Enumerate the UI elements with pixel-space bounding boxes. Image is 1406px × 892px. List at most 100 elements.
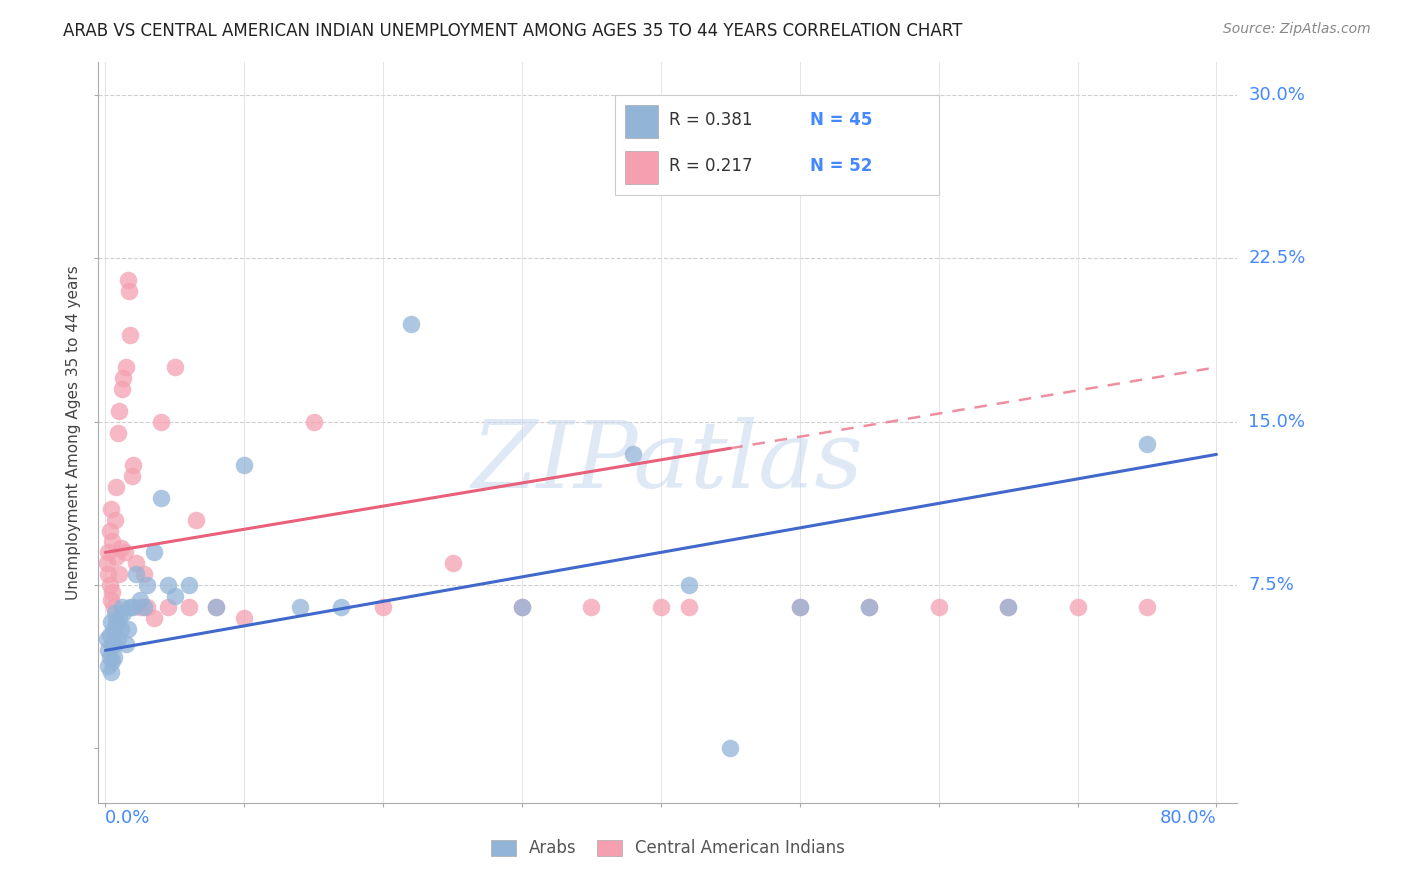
Point bbox=[111, 599, 134, 614]
Point bbox=[441, 556, 464, 570]
Point bbox=[98, 524, 121, 538]
Point bbox=[1136, 436, 1159, 450]
Point bbox=[184, 513, 207, 527]
Point bbox=[97, 545, 120, 559]
Point bbox=[103, 622, 125, 636]
Point bbox=[288, 599, 311, 614]
Point bbox=[928, 599, 950, 614]
Point bbox=[621, 447, 644, 461]
Point bbox=[371, 599, 394, 614]
Text: N = 52: N = 52 bbox=[810, 158, 872, 176]
Point bbox=[678, 578, 700, 592]
Point bbox=[97, 658, 120, 673]
Text: R = 0.217: R = 0.217 bbox=[669, 158, 754, 176]
Point bbox=[125, 556, 148, 570]
Point bbox=[110, 541, 132, 555]
Point bbox=[177, 578, 200, 592]
Point bbox=[997, 599, 1019, 614]
Point bbox=[143, 611, 166, 625]
Point bbox=[718, 741, 741, 756]
Point bbox=[789, 599, 811, 614]
Point bbox=[117, 273, 139, 287]
Point bbox=[100, 501, 122, 516]
Point bbox=[233, 611, 256, 625]
Point bbox=[101, 534, 124, 549]
Point bbox=[117, 622, 139, 636]
Point bbox=[111, 382, 134, 396]
Point bbox=[96, 632, 118, 647]
Text: 22.5%: 22.5% bbox=[1249, 250, 1306, 268]
Point bbox=[98, 649, 121, 664]
Point bbox=[112, 371, 135, 385]
Point bbox=[1066, 599, 1088, 614]
Point bbox=[101, 654, 124, 668]
Point bbox=[125, 567, 148, 582]
Text: 0.0%: 0.0% bbox=[105, 809, 150, 828]
Point bbox=[650, 599, 672, 614]
Point bbox=[858, 599, 880, 614]
Point bbox=[101, 637, 124, 651]
Point bbox=[163, 360, 186, 375]
Point bbox=[1136, 599, 1159, 614]
Point bbox=[129, 599, 152, 614]
Point bbox=[122, 458, 145, 473]
Point bbox=[97, 567, 120, 582]
Text: ARAB VS CENTRAL AMERICAN INDIAN UNEMPLOYMENT AMONG AGES 35 TO 44 YEARS CORRELATI: ARAB VS CENTRAL AMERICAN INDIAN UNEMPLOY… bbox=[63, 22, 963, 40]
Point bbox=[112, 607, 135, 621]
Point bbox=[104, 607, 127, 621]
Point bbox=[120, 327, 142, 342]
Point bbox=[107, 632, 129, 647]
Point bbox=[858, 599, 880, 614]
Text: 30.0%: 30.0% bbox=[1249, 87, 1305, 104]
Point bbox=[105, 480, 128, 494]
Point bbox=[330, 599, 353, 614]
Point bbox=[136, 578, 159, 592]
Point bbox=[120, 599, 142, 614]
Point bbox=[101, 584, 124, 599]
Point bbox=[103, 599, 125, 614]
Point bbox=[96, 556, 118, 570]
Y-axis label: Unemployment Among Ages 35 to 44 years: Unemployment Among Ages 35 to 44 years bbox=[66, 265, 82, 600]
Point bbox=[399, 317, 422, 331]
Point bbox=[129, 593, 152, 607]
Point bbox=[205, 599, 228, 614]
Text: ZIPatlas: ZIPatlas bbox=[472, 417, 863, 508]
Text: 7.5%: 7.5% bbox=[1249, 576, 1295, 594]
Point bbox=[134, 567, 156, 582]
Point bbox=[98, 578, 121, 592]
Point bbox=[108, 567, 131, 582]
Point bbox=[97, 643, 120, 657]
Point bbox=[621, 131, 644, 145]
Point bbox=[156, 599, 179, 614]
Point bbox=[143, 545, 166, 559]
Text: Source: ZipAtlas.com: Source: ZipAtlas.com bbox=[1223, 22, 1371, 37]
Point bbox=[149, 491, 172, 505]
Point bbox=[510, 599, 533, 614]
Point bbox=[149, 415, 172, 429]
Point bbox=[108, 404, 131, 418]
Point bbox=[104, 637, 127, 651]
Text: 80.0%: 80.0% bbox=[1160, 809, 1216, 828]
Point bbox=[136, 599, 159, 614]
Point bbox=[115, 360, 138, 375]
Point bbox=[997, 599, 1019, 614]
Point bbox=[156, 578, 179, 592]
FancyBboxPatch shape bbox=[624, 105, 658, 137]
Point bbox=[103, 649, 125, 664]
FancyBboxPatch shape bbox=[624, 151, 658, 184]
Point bbox=[107, 425, 129, 440]
Point bbox=[177, 599, 200, 614]
Point bbox=[110, 622, 132, 636]
Point bbox=[205, 599, 228, 614]
Point bbox=[134, 599, 156, 614]
Point bbox=[100, 615, 122, 629]
Point bbox=[510, 599, 533, 614]
Point bbox=[105, 615, 128, 629]
Point bbox=[581, 599, 603, 614]
Point bbox=[789, 599, 811, 614]
Point bbox=[100, 593, 122, 607]
Legend: Arabs, Central American Indians: Arabs, Central American Indians bbox=[491, 839, 845, 857]
Point bbox=[118, 284, 141, 298]
Text: N = 45: N = 45 bbox=[810, 112, 872, 129]
Point bbox=[105, 549, 128, 564]
